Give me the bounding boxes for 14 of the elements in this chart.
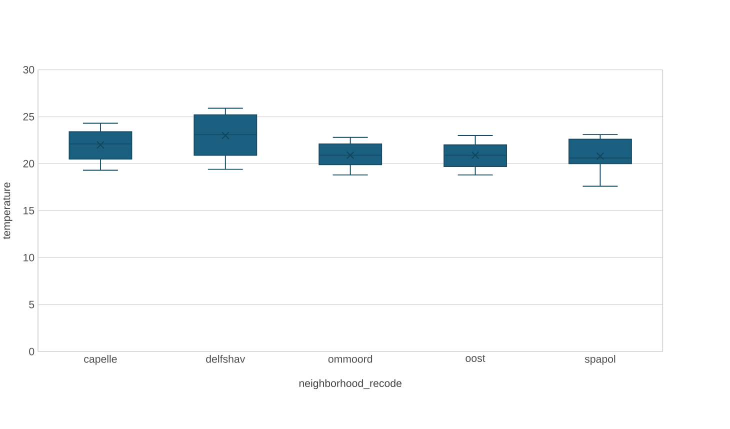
y-tick-label: 15 <box>24 206 34 214</box>
x-tick-label: spapol <box>584 354 616 365</box>
x-axis-title: neighborhood_recode <box>299 379 402 390</box>
y-axis-title: temperature <box>3 182 12 240</box>
y-tick-label: 5 <box>29 300 34 308</box>
y-tick-label: 10 <box>24 254 34 262</box>
x-tick-label: delfshav <box>206 354 246 363</box>
y-tick-label: 0 <box>29 348 34 356</box>
y-tick-label: 20 <box>23 160 34 168</box>
x-tick-label: capelle <box>84 354 117 365</box>
y-tick-label: 25 <box>23 112 34 120</box>
x-tick-label: oost <box>466 354 486 362</box>
y-tick-label: 30 <box>23 66 34 74</box>
x-tick-label: ommoord <box>328 354 372 363</box>
